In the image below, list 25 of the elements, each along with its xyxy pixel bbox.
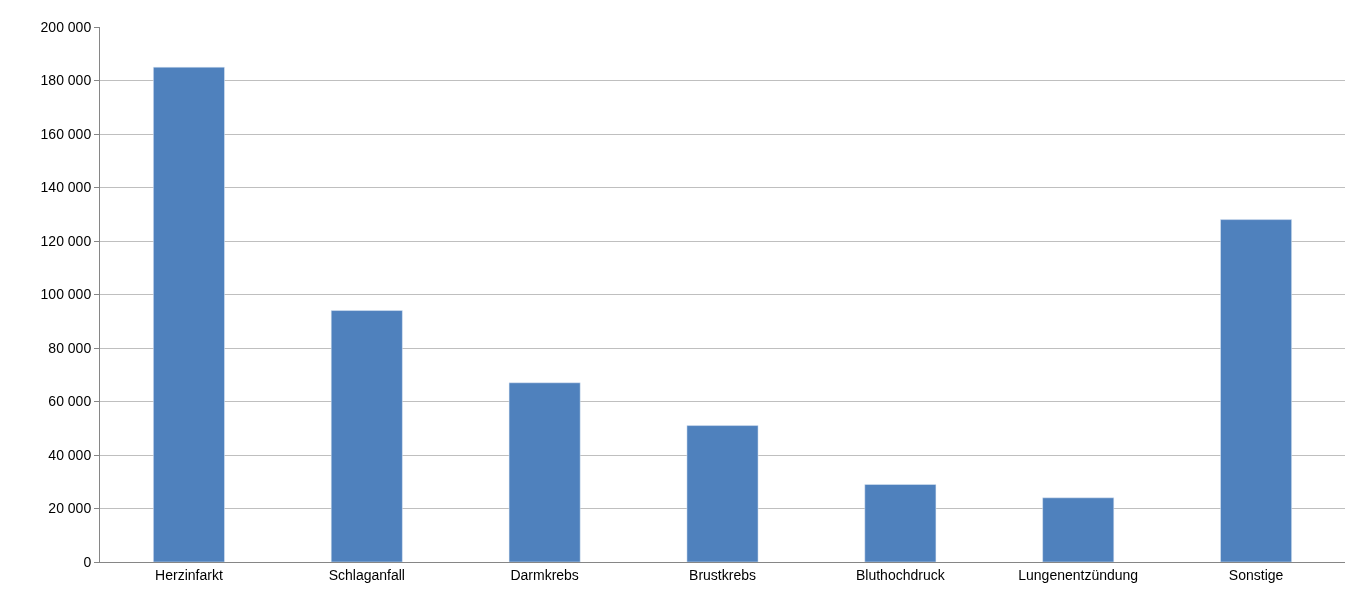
bar [1042, 497, 1115, 562]
y-tick-label: 60 000 [48, 393, 92, 410]
x-tick-label: Darmkrebs [510, 566, 579, 583]
bar [1220, 219, 1292, 562]
x-tick-label: Sonstige [1228, 566, 1284, 583]
y-tick-label: 40 000 [48, 446, 92, 463]
bar [153, 66, 225, 562]
y-tick-label: 0 [83, 553, 92, 570]
bar [864, 484, 937, 562]
y-tick-label: 140 000 [40, 179, 92, 196]
y-tick-label: 100 000 [40, 286, 92, 303]
y-tick-label: 80 000 [48, 339, 92, 356]
y-tick-label: 160 000 [40, 125, 92, 142]
x-tick-label: Bluthochdruck [856, 566, 946, 583]
bar [508, 382, 581, 562]
x-tick-label: Brustkrebs [689, 566, 756, 583]
y-tick-label: 20 000 [48, 500, 92, 517]
bar [330, 310, 403, 562]
y-tick-label: 180 000 [40, 72, 92, 89]
y-tick-label: 200 000 [40, 18, 92, 35]
x-tick-label: Schlaganfall [328, 566, 405, 583]
bar [686, 425, 759, 562]
y-tick-label: 120 000 [40, 232, 92, 249]
x-tick-label: Lungenentzündung [1018, 566, 1139, 583]
x-tick-label: Herzinfarkt [155, 566, 223, 583]
